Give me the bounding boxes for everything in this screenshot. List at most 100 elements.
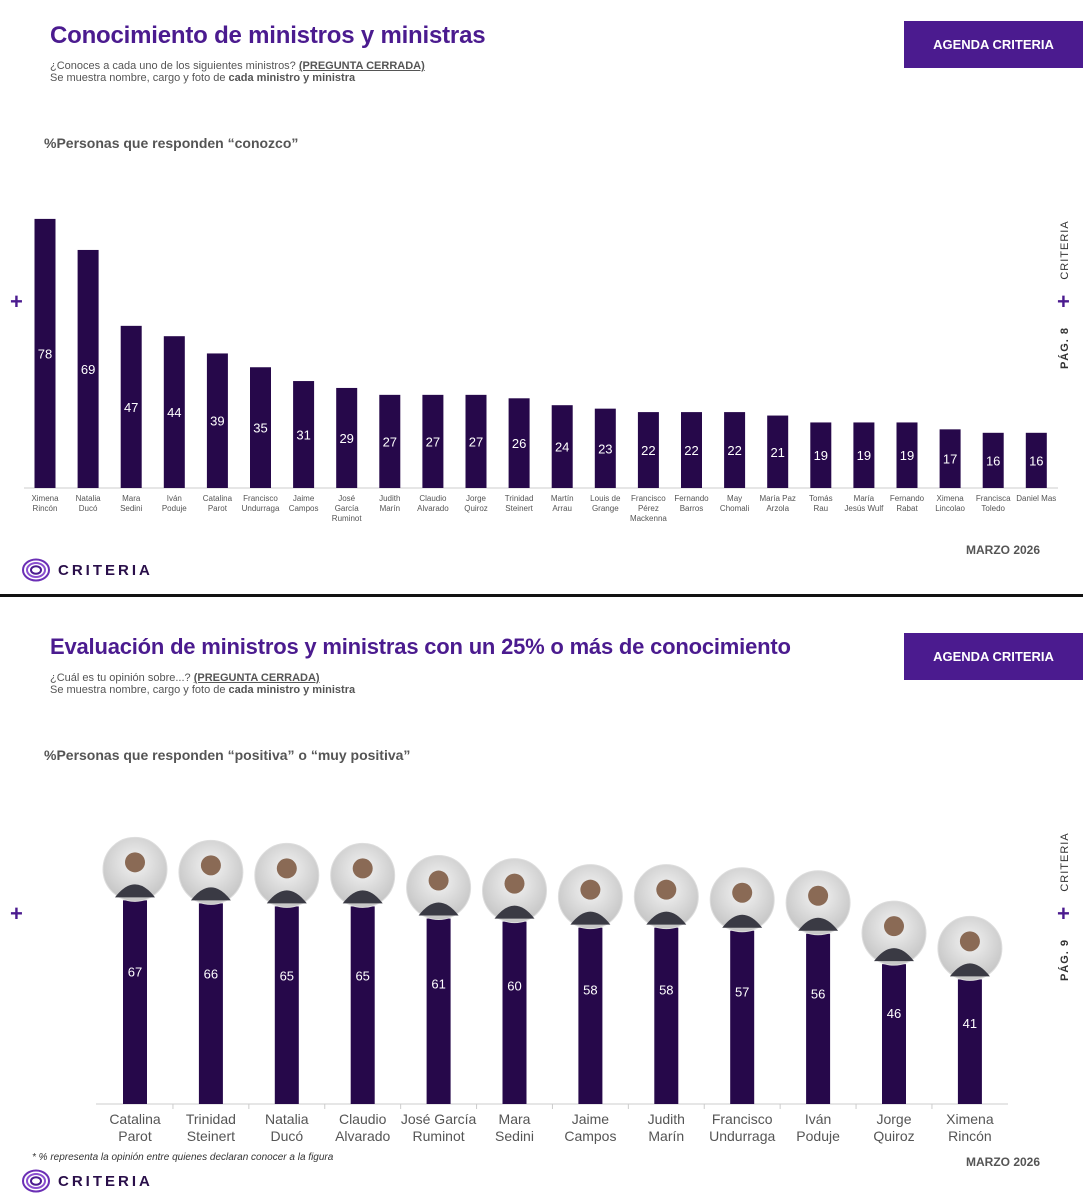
data-label: 56: [811, 986, 825, 1001]
tick-label: Claudio: [339, 1111, 387, 1127]
data-label: 41: [963, 1016, 977, 1031]
tick-label: María Paz: [759, 494, 795, 503]
logo-word: CRITERIA: [58, 561, 153, 579]
data-label: 27: [383, 434, 397, 449]
tick-label: Catalina: [203, 494, 233, 503]
tick-label: Ximena: [31, 494, 59, 503]
criteria-logo: CRITERIA: [22, 1169, 153, 1193]
tick-label: Marín: [380, 504, 400, 513]
bar: [724, 412, 746, 488]
measure-label: %Personas que responden “conozco”: [44, 135, 299, 151]
shown-bold: cada ministro y ministra: [228, 72, 356, 84]
tick-label: Quiroz: [873, 1128, 914, 1144]
bar: [274, 906, 299, 1104]
tick-label: Steinert: [505, 504, 533, 513]
tick-label: Jaime: [293, 494, 315, 503]
tick-label: Mara: [499, 1111, 531, 1127]
tick-label: Jorge: [876, 1111, 911, 1127]
tick-label: Tomás: [809, 494, 833, 503]
criteria-swirl-icon: [22, 1169, 50, 1193]
tick-label: Jesús Wulf: [844, 504, 884, 513]
tick-label: Alvarado: [335, 1128, 390, 1144]
tick-label: Fernando: [890, 494, 925, 503]
tick-label: Jaime: [572, 1111, 610, 1127]
tick-label: Rau: [813, 504, 828, 513]
tick-label: Natalia: [265, 1111, 309, 1127]
tick-label: Pérez: [638, 504, 659, 513]
tick-label: Mackenna: [630, 514, 667, 523]
tick-label: Ximena: [937, 494, 965, 503]
data-label: 58: [583, 982, 597, 997]
plus-icon: +: [10, 289, 23, 314]
shown-bold: cada ministro y ministra: [228, 684, 356, 696]
bar: [502, 921, 527, 1104]
question-text: ¿Conoces a cada uno de los siguientes mi…: [50, 60, 425, 72]
bar: [198, 903, 223, 1104]
slide-conocimiento: Conocimiento de ministros y ministras ¿C…: [0, 0, 1083, 596]
bar: [767, 415, 789, 488]
tick-label: Sedini: [495, 1128, 534, 1144]
bar: [730, 930, 755, 1104]
bar: [426, 918, 451, 1104]
tick-label: Arrau: [552, 504, 572, 513]
data-label: 21: [770, 445, 784, 460]
data-label: 22: [684, 443, 698, 458]
tick-label: Catalina: [109, 1111, 161, 1127]
tick-label: Francisca: [976, 494, 1011, 503]
question: ¿Cuál es tu opinión sobre...?: [50, 672, 191, 684]
slide-title: Conocimiento de ministros y ministras: [50, 22, 486, 49]
tick-label: Martín: [551, 494, 574, 503]
tick-label: Grange: [592, 504, 619, 513]
bar: [123, 900, 147, 1104]
avatar: [102, 836, 168, 902]
question-text: ¿Cuál es tu opinión sobre...? (PREGUNTA …: [50, 672, 320, 684]
avatar: [254, 842, 320, 908]
bar: [957, 979, 982, 1104]
tick-label: Marín: [648, 1128, 684, 1144]
data-label: 23: [598, 441, 612, 456]
bar: [982, 432, 1004, 488]
bar: [508, 398, 530, 488]
tick-label: José: [338, 494, 355, 503]
tick-label: María: [854, 494, 875, 503]
agenda-criteria-badge: AGENDA CRITERIA: [904, 21, 1083, 68]
data-label: 19: [814, 448, 828, 463]
data-label: 26: [512, 436, 526, 451]
tick-label: Mara: [122, 494, 141, 503]
shown-text: Se muestra nombre, cargo y foto de cada …: [50, 684, 355, 696]
tick-label: Jorge: [466, 494, 487, 503]
slide-title: Evaluación de ministros y ministras con …: [50, 634, 791, 659]
tick-label: Lincolao: [935, 504, 965, 513]
bar: [882, 964, 906, 1104]
tick-label: Claudio: [419, 494, 447, 503]
date-label: MARZO 2026: [966, 1155, 1041, 1169]
tick-label: José García: [401, 1111, 477, 1127]
data-label: 16: [986, 453, 1000, 468]
bar: [810, 422, 832, 488]
tick-label: Francisco: [243, 494, 278, 503]
tick-label: Parot: [208, 504, 228, 513]
bar-chart-conocimiento: 78XimenaRincón69NataliaDucó47MaraSedini4…: [24, 218, 1058, 523]
tick-label: Francisco: [712, 1111, 773, 1127]
tick-label: Toledo: [981, 504, 1005, 513]
tick-label: Campos: [564, 1128, 616, 1144]
bar: [939, 429, 961, 488]
tick-label: Daniel Mas: [1016, 494, 1056, 503]
tick-label: Judith: [379, 494, 400, 503]
bar: [163, 336, 185, 488]
bar: [637, 412, 659, 488]
tick-label: Alvarado: [417, 504, 449, 513]
data-label: 60: [507, 978, 521, 993]
data-label: 35: [253, 421, 267, 436]
data-label: 58: [659, 982, 673, 997]
bar: [250, 367, 271, 488]
criteria-logo: CRITERIA: [22, 558, 153, 582]
slide-divider: [0, 594, 1083, 597]
data-label: 19: [900, 448, 914, 463]
tick-label: Ducó: [270, 1128, 303, 1144]
data-label: 39: [210, 414, 224, 429]
bar: [350, 906, 375, 1104]
plus-icon: +: [1057, 289, 1070, 314]
logo-word: CRITERIA: [58, 1172, 153, 1190]
avatar: [557, 864, 623, 930]
